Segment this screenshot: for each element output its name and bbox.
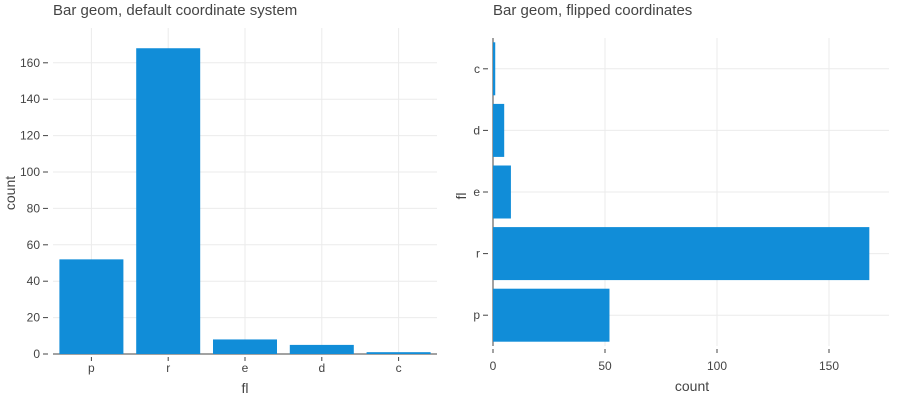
bar-r: [136, 48, 201, 355]
bar-p: [493, 288, 610, 342]
x-tick-label: e: [242, 361, 249, 375]
bar-r: [493, 227, 870, 281]
x-ticks: 0 50 100 150: [490, 349, 839, 373]
bar-c: [493, 42, 496, 96]
y-tick-label: c: [474, 62, 480, 76]
y-ticks: 0 20 40 60 80 100 120 140 160: [20, 56, 48, 361]
y-tick-label: 20: [27, 311, 41, 325]
y-tick-label: 140: [20, 92, 40, 106]
x-axis-label: fl: [242, 380, 249, 396]
x-tick-label: 150: [819, 359, 839, 373]
x-tick-label: 0: [490, 359, 497, 373]
bar-d: [493, 103, 505, 157]
y-tick-label: p: [473, 308, 480, 322]
x-tick-label: d: [318, 361, 325, 375]
chart-title: Bar geom, default coordinate system: [53, 2, 297, 19]
chart-title: Bar geom, flipped coordinates: [493, 2, 692, 19]
x-tick-label: c: [396, 361, 402, 375]
x-tick-label: 50: [598, 359, 612, 373]
chart-flipped-coordinates: Bar geom, flipped coordinates p r e d c 0 50 1…: [453, 2, 889, 394]
y-tick-label: 40: [27, 274, 41, 288]
y-tick-label: 0: [33, 347, 40, 361]
y-tick-label: 60: [27, 238, 41, 252]
y-axis-label: fl: [453, 193, 469, 200]
bar-e: [213, 339, 277, 354]
y-tick-label: d: [473, 123, 480, 137]
y-ticks: p r e d c: [473, 62, 488, 322]
y-tick-label: 120: [20, 129, 40, 143]
bar-e: [493, 165, 511, 219]
y-tick-label: r: [476, 247, 480, 261]
bars: [59, 48, 431, 355]
y-axis-label: count: [2, 176, 18, 210]
bar-c: [366, 352, 431, 354]
chart-default-coordinates: Bar geom, default coordinate system 0 20 4…: [2, 2, 437, 396]
bar-p: [59, 259, 124, 354]
x-tick-label: 100: [707, 359, 727, 373]
y-tick-label: 100: [20, 165, 40, 179]
x-tick-label: p: [88, 361, 95, 375]
y-tick-label: 80: [27, 201, 41, 215]
bars: [493, 42, 870, 342]
x-axis-label: count: [675, 378, 709, 394]
bar-d: [289, 344, 354, 354]
y-tick-label: e: [473, 185, 480, 199]
x-tick-label: r: [166, 361, 170, 375]
y-tick-label: 160: [20, 56, 40, 70]
